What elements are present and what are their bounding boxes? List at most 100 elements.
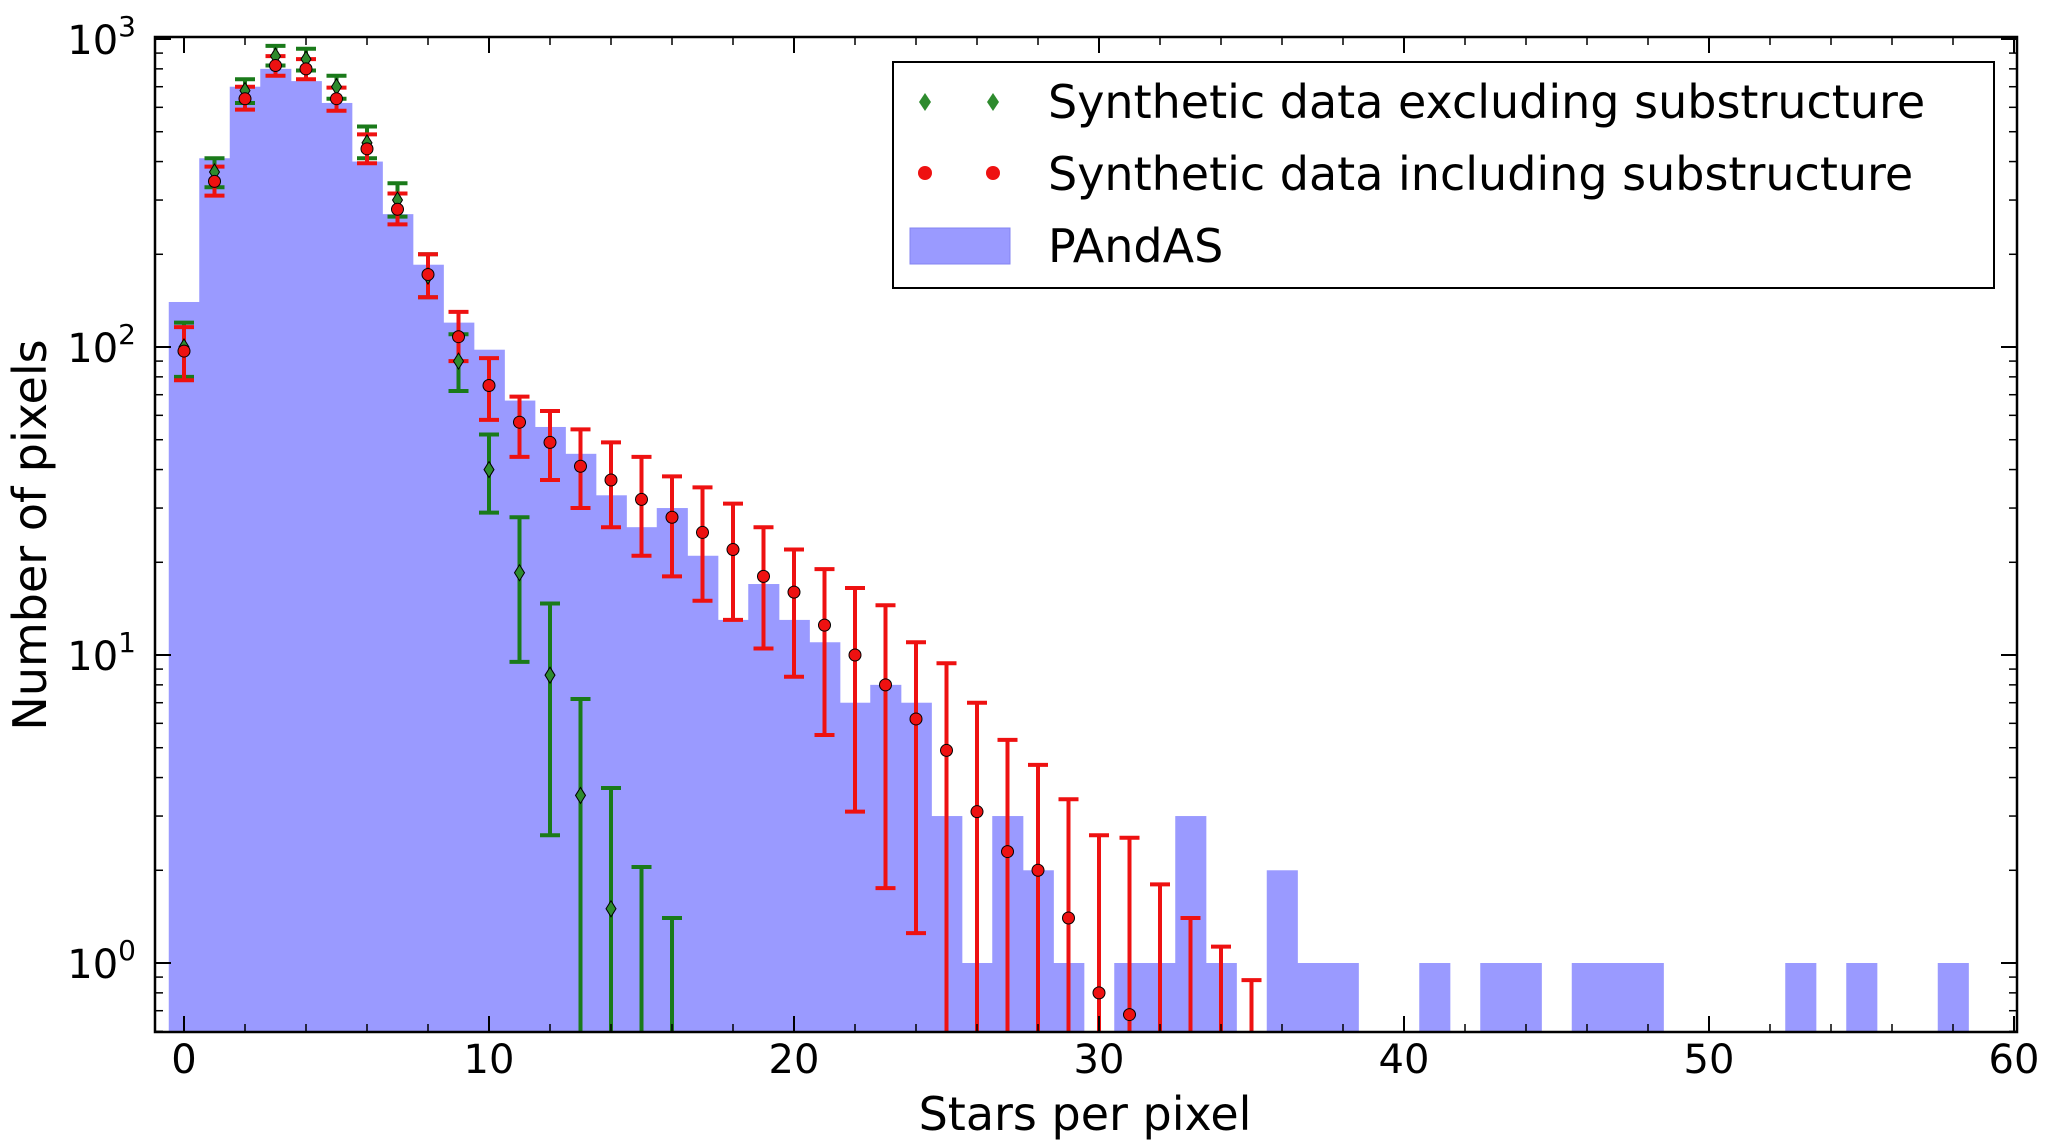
y-tick-base: 10 [67,634,118,680]
legend-pandas-swatch [909,227,1011,265]
incl-data-point [726,543,740,557]
incl-error-bar [936,661,957,1032]
incl-data-point [452,330,465,344]
incl-data-point [391,202,404,216]
histogram-bar [1602,963,1634,1032]
incl-error-bar [784,547,804,679]
incl-error-bar [1119,835,1140,1032]
incl-error-bar [1241,978,1262,1032]
incl-error-bar [845,586,865,814]
y-axis-title: Number of pixels [3,339,57,730]
excl-data-point [544,666,556,685]
incl-error-bar [1180,915,1201,1032]
y-tick-base: 10 [67,942,118,988]
legend-excl-marker [919,93,999,111]
incl-error-bar [1150,882,1170,1032]
histogram-bar [260,68,292,1033]
incl-data-point [574,459,587,473]
histogram-bar [199,158,231,1032]
incl-error-bar [814,567,835,737]
legend-entry-pandas: PAndAS [909,219,1223,273]
excl-error-bar [631,864,652,1032]
incl-error-bar [906,640,926,936]
x-tick-label: 50 [1684,1037,1735,1083]
incl-data-point [330,92,343,106]
x-tick-label: 0 [171,1037,196,1083]
incl-data-point [604,473,618,487]
legend-label-incl: Synthetic data including substructure [1048,147,1913,201]
legend-label-excl: Synthetic data excluding substructure [1048,75,1925,129]
legend: Synthetic data excluding substructure Sy… [892,61,1995,289]
excl-data-point [483,460,495,479]
histogram-bar [382,214,414,1032]
x-tick-label: 20 [769,1037,820,1083]
x-tick-label: 40 [1379,1037,1430,1083]
histogram-bar [412,264,444,1032]
legend-circle-marker [986,166,1000,180]
x-tick-label: 30 [1074,1037,1125,1083]
incl-data-point [757,569,770,583]
legend-frame [892,61,1995,289]
excl-data-point [574,786,587,805]
histogram-bar [168,301,200,1032]
y-tick-exponent: 1 [118,626,136,659]
incl-data-point [879,678,892,692]
y-tick-exponent: 2 [118,318,136,351]
incl-data-point [177,344,191,358]
incl-data-point [818,618,831,632]
y-tick-base: 10 [67,18,118,64]
incl-error-bar [692,485,713,603]
data-markers [177,47,1136,1022]
y-tick-base: 10 [67,326,118,372]
incl-error-bar [723,501,743,622]
incl-error-bar [753,525,774,651]
incl-data-point [1001,845,1014,859]
incl-data-point [1031,863,1045,877]
incl-data-point [909,712,923,726]
histogram-bar [1510,963,1542,1032]
incl-error-bar [997,737,1018,1032]
incl-error-bar [1089,833,1109,1032]
y-tick-exponent: 3 [118,10,136,43]
histogram-bar [229,86,261,1033]
pandas-histogram [168,68,1969,1033]
histogram-bar [1327,963,1359,1032]
histogram-bar [1297,963,1329,1032]
histogram-bar [687,555,719,1032]
histogram-bar [1266,870,1298,1032]
histogram-bar [1785,963,1817,1032]
histogram-bar [1632,963,1664,1032]
histogram-bar [1571,963,1603,1032]
y-tick-label: 100 [67,934,136,988]
legend-diamond-marker [987,93,999,111]
excl-data-point [513,563,526,582]
legend-incl-marker [918,166,1000,180]
incl-error-bar [1211,944,1231,1032]
legend-circle-marker [918,166,932,180]
incl-data-point [513,415,526,429]
y-tick-label: 102 [67,318,136,372]
histogram-bar [290,81,322,1032]
incl-data-point [421,267,435,281]
histogram-bar [443,322,475,1032]
histogram-bar [321,102,353,1032]
excl-error-bar [662,915,682,1032]
incl-data-point [238,92,252,106]
excl-error-bar [570,696,591,1032]
incl-data-point [208,174,221,188]
incl-data-point [269,59,282,73]
plot-frame [153,35,2019,1034]
incl-data-point [482,378,496,392]
axes [153,35,2019,1034]
histogram-bar [1937,963,1969,1032]
incl-data-point [360,142,374,156]
incl-data-point [299,62,313,76]
histogram-bar [748,584,780,1032]
incl-data-point [1092,986,1106,1000]
incl-error-bar [967,700,987,1032]
y-tick-label: 101 [67,626,136,680]
excl-error-bar [509,515,530,664]
incl-error-bar [1028,762,1048,1032]
